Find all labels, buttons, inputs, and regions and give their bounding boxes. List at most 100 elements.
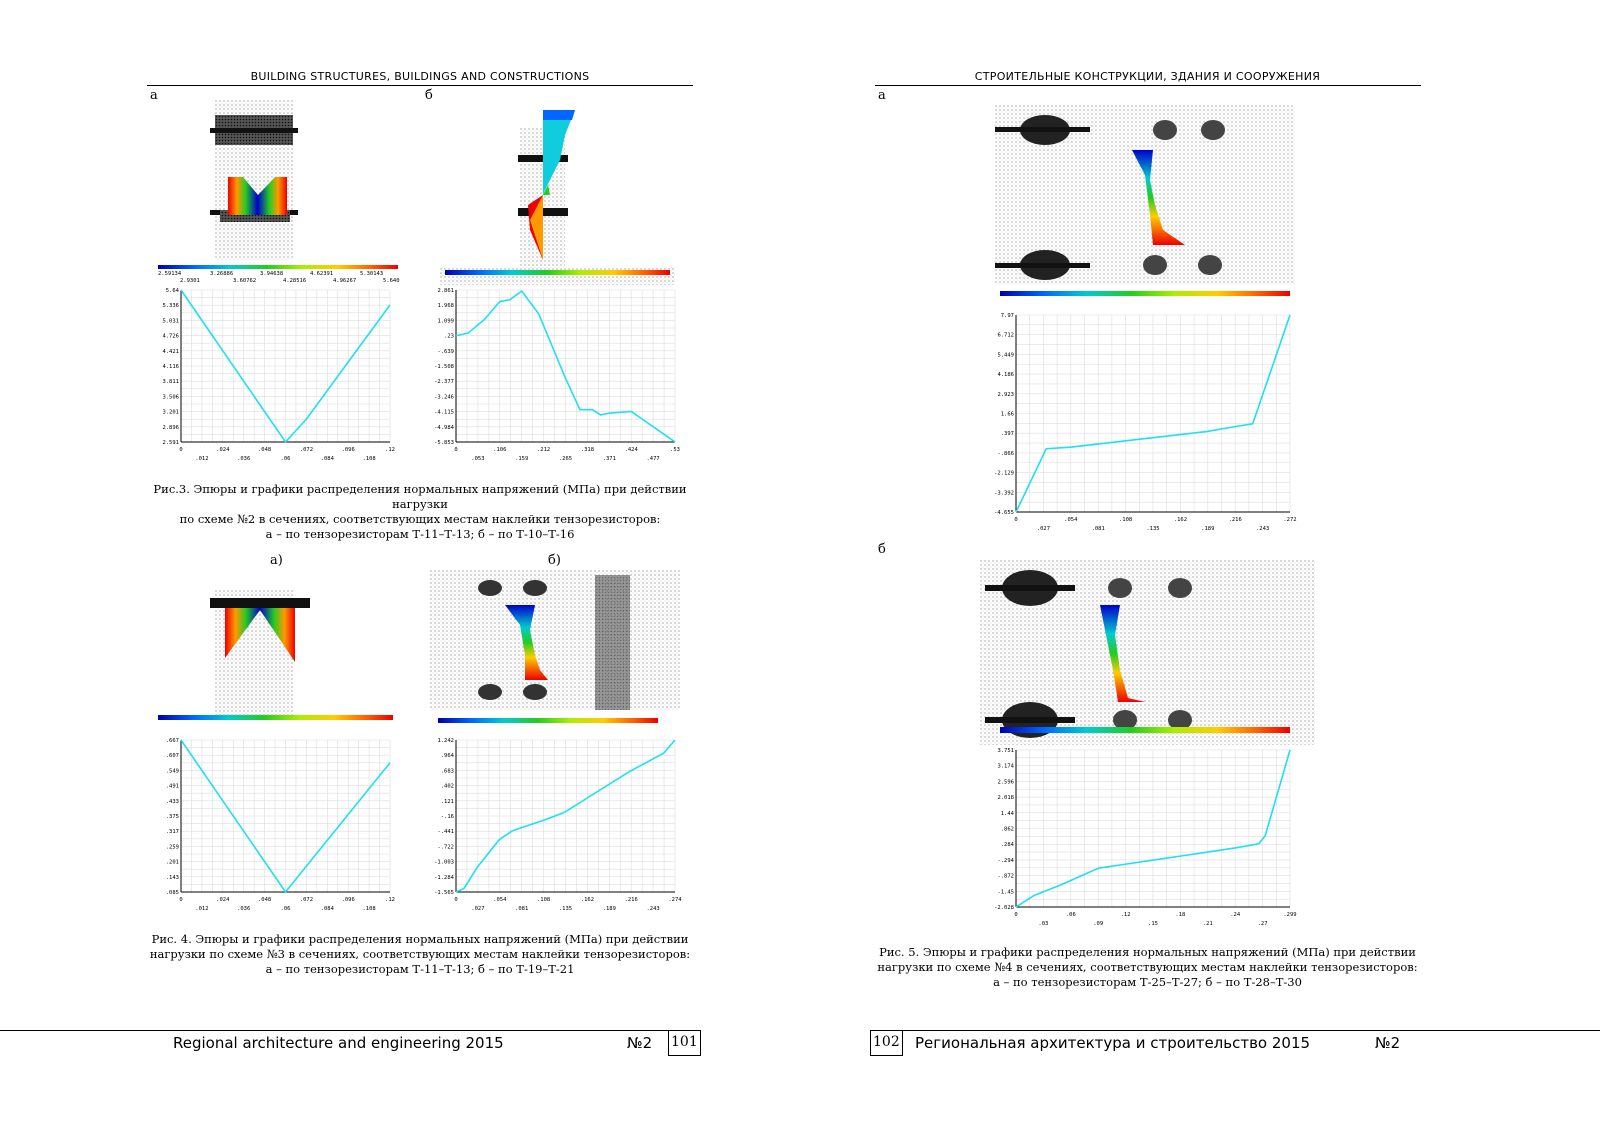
fig3b-ytick: -4.984 — [434, 425, 455, 431]
fig3-caption-line1: Рис.3. Эпюры и графики распределения нор… — [153, 482, 687, 511]
fig5a-xtick: .162 — [1174, 517, 1187, 523]
fig5a-xtick: .243 — [1256, 526, 1269, 532]
fig4a-ytick: .667 — [166, 738, 179, 744]
fig3a-scale-3: 4.62391 — [310, 271, 333, 277]
fig5-caption-line1: Рис. 5. Эпюры и графики распределения но… — [879, 945, 1416, 959]
fig5b-ytick: 2.018 — [997, 795, 1014, 801]
fig3-caption: Рис.3. Эпюры и графики распределения нор… — [145, 482, 695, 542]
fig5-caption-line3: а – по тензорезисторам Т-25–Т-27; б – по… — [993, 975, 1302, 989]
fig4a-ytick: .143 — [166, 875, 179, 881]
fig3-label-b: б — [425, 88, 433, 103]
fig3a-ytick: 5.336 — [162, 303, 179, 309]
fig5a-xtick: .189 — [1201, 526, 1214, 532]
fig3b-ytick: 1.099 — [437, 318, 454, 324]
fig5a-grid — [1015, 314, 1291, 513]
fig3a-scale-0: 2.59134 — [158, 271, 182, 277]
footer-issue: №2 — [627, 1034, 653, 1052]
fig5b-chart: 3.751 3.174 2.596 2.018 1.44 .862 .284 -.294 -.8… — [994, 748, 1297, 927]
fig3a-ytick: 4.726 — [162, 334, 179, 340]
fig3b-ytick: -5.853 — [434, 440, 454, 446]
fig4b-xtick: .108 — [537, 897, 550, 903]
fig4b-ytick: -.16 — [441, 814, 454, 820]
fig4b-ytick: .402 — [441, 784, 454, 790]
fig3a-ytick: 3.811 — [162, 379, 179, 385]
fig4b-grid — [455, 739, 676, 893]
fig3a-ytick: 4.421 — [162, 349, 179, 355]
fig3b-chart: 2.861 1.968 1.099 .23 -.639 -1.508 -2.377 -3.24… — [434, 288, 680, 462]
fig4b-xtick: .243 — [646, 906, 659, 912]
fig4b-ytick: .683 — [441, 768, 454, 774]
fig5b-ytick: .284 — [1001, 842, 1015, 848]
fig3b-ytick: -1.508 — [434, 364, 454, 370]
fig4a-xtick: .036 — [237, 906, 250, 912]
page-number: 101 — [668, 1030, 701, 1056]
fig3a-ytick: 2.896 — [162, 425, 179, 431]
fig5a-xtick: .108 — [1119, 517, 1132, 523]
fig3b-xtick: .424 — [625, 447, 639, 453]
fig4a-ytick: .607 — [166, 753, 179, 759]
fig3a-xtick: .108 — [362, 456, 375, 462]
fig4b-xtick: 0 — [454, 897, 457, 903]
fig4b-xtick: .081 — [515, 906, 528, 912]
fig4-caption-line2: нагрузки по схеме №3 в сечениях, соответ… — [149, 947, 691, 961]
fig3a-scale-2: 3.94638 — [260, 271, 283, 277]
fig3b-xtick: .265 — [559, 456, 572, 462]
fig5b-xtick: .03 — [1038, 921, 1048, 927]
fig5b-xtick: .12 — [1121, 912, 1131, 918]
fig4b-xtick: .162 — [581, 897, 594, 903]
fig5a-xtick: .054 — [1064, 517, 1078, 523]
fig5a-xtick: .081 — [1092, 526, 1105, 532]
fig5a-ytick: 6.712 — [997, 333, 1014, 339]
fig3b-xtick: .318 — [581, 447, 594, 453]
footer-rule — [0, 1030, 668, 1031]
fig5a-xtick: .272 — [1283, 517, 1296, 523]
fig3b-xtick: .371 — [603, 456, 616, 462]
fig5b-xtick: .299 — [1283, 912, 1296, 918]
fig4a-ytick: .549 — [166, 768, 179, 774]
fig5a-ytick: .397 — [1001, 431, 1014, 437]
fig4b-ytick: -1.003 — [434, 860, 454, 866]
fig4a-xtick: .096 — [342, 897, 355, 903]
fig5-caption: Рис. 5. Эпюры и графики распределения но… — [875, 945, 1420, 990]
fig5a-epure-image — [995, 105, 1295, 296]
fig3a-xtick: .072 — [300, 447, 313, 453]
fig3a-xtick: .06 — [281, 456, 291, 462]
running-header: BUILDING STRUCTURES, BUILDINGS AND CONST… — [250, 70, 590, 83]
fig4b-ytick: 1.242 — [437, 738, 454, 744]
fig4-caption-line3: а – по тензорезисторам Т-11–Т-13; б – по… — [265, 962, 575, 976]
fig3a-scale-8: 4.96267 — [333, 278, 356, 284]
fig5-label-a: а — [878, 88, 886, 103]
fig4b-xtick: .027 — [471, 906, 484, 912]
fig5b-xtick: .18 — [1175, 912, 1185, 918]
fig3a-xtick: .12 — [385, 447, 395, 453]
fig3b-xtick: .53 — [670, 447, 680, 453]
fig4a-grid — [180, 739, 391, 893]
fig5-label-b: б — [878, 542, 886, 557]
fig3b-ytick: -.639 — [437, 349, 454, 355]
fig3b-xtick: .159 — [515, 456, 528, 462]
page-number: 102 — [870, 1030, 903, 1056]
fig4a-ytick: .491 — [166, 784, 179, 790]
fig5b-xtick: 0 — [1014, 912, 1017, 918]
fig3a-scale-4: 5.30143 — [360, 271, 383, 277]
fig5a-xtick: 0 — [1014, 517, 1017, 523]
fig3a-xtick: .024 — [216, 447, 230, 453]
fig4a-xtick: .012 — [195, 906, 208, 912]
fig5b-xtick: .15 — [1148, 921, 1158, 927]
fig4a-series-line — [180, 739, 391, 894]
fig5a-ytick: -4.655 — [994, 510, 1014, 516]
fig4b-xtick: .274 — [668, 897, 682, 903]
fig4b-ytick: .121 — [441, 799, 454, 805]
header-rule — [875, 85, 1421, 86]
fig4b-chart: 1.242 .964 .683 .402 .121 -.16 -.441 -.722 -1.00… — [434, 738, 682, 912]
fig5b-ytick: -1.45 — [997, 889, 1014, 895]
fig3a-series-line — [180, 289, 391, 444]
fig5a-ytick: 2.923 — [997, 392, 1014, 398]
fig4-label-b: б) — [548, 553, 561, 568]
fig3b-ytick: .23 — [444, 334, 454, 340]
fig5a-ytick: -.866 — [997, 451, 1014, 457]
fig5a-chart: 7.97 6.712 5.449 4.186 2.923 1.66 .397 -.866 -2.… — [994, 313, 1297, 532]
fig3-caption-line3: а – по тензорезисторам Т-11–Т-13; б – по… — [265, 527, 575, 541]
fig4b-epure-image — [430, 570, 680, 723]
right-page: СТРОИТЕЛЬНЫЕ КОНСТРУКЦИИ, ЗДАНИЯ И СООРУ… — [860, 0, 1600, 1132]
